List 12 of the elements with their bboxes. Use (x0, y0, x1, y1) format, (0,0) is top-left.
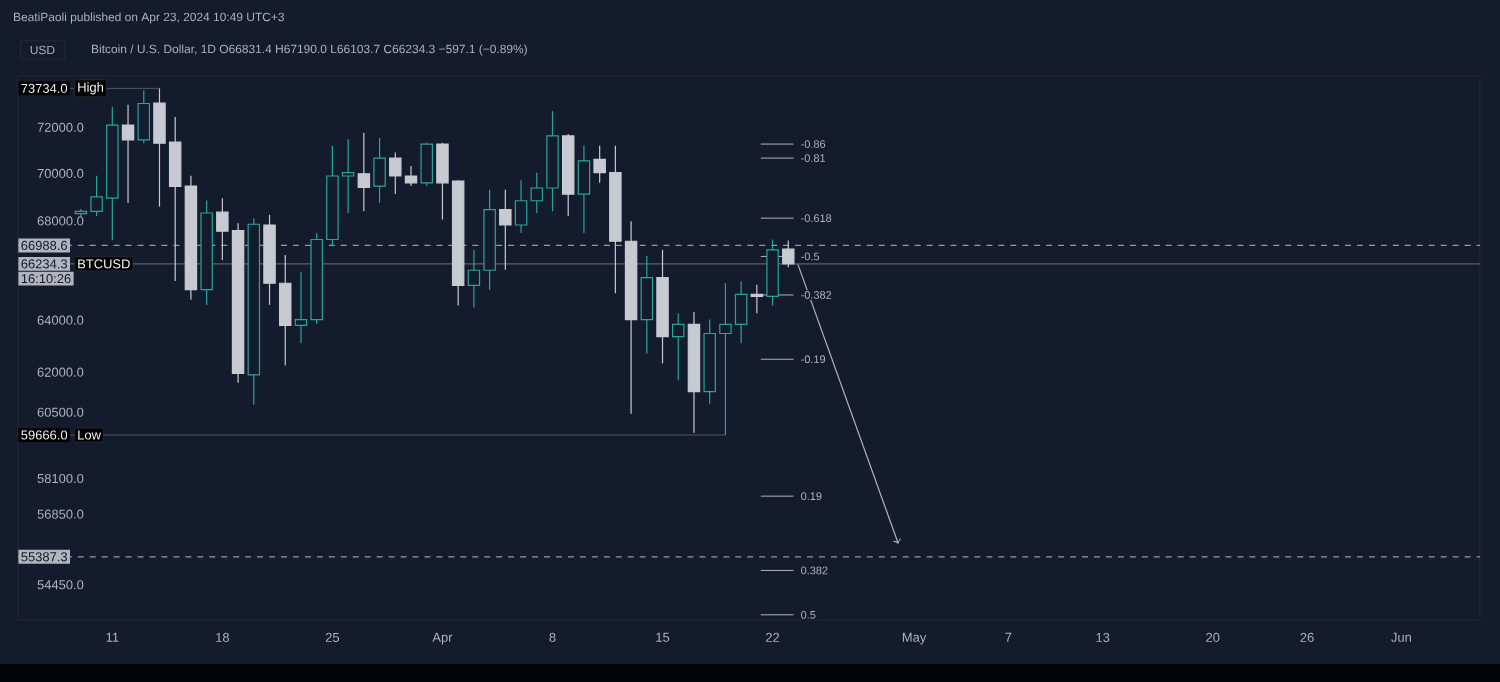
candlestick (782, 239, 795, 268)
candlestick (137, 89, 151, 144)
candlestick (357, 132, 371, 212)
candlestick (750, 284, 764, 314)
candlestick (420, 142, 433, 187)
candlestick (499, 189, 512, 271)
candlestick (640, 255, 654, 355)
candlestick (671, 312, 685, 381)
candlestick (766, 238, 779, 307)
candlestick (373, 137, 386, 204)
candlestick (577, 144, 591, 234)
candlestick (121, 104, 135, 204)
